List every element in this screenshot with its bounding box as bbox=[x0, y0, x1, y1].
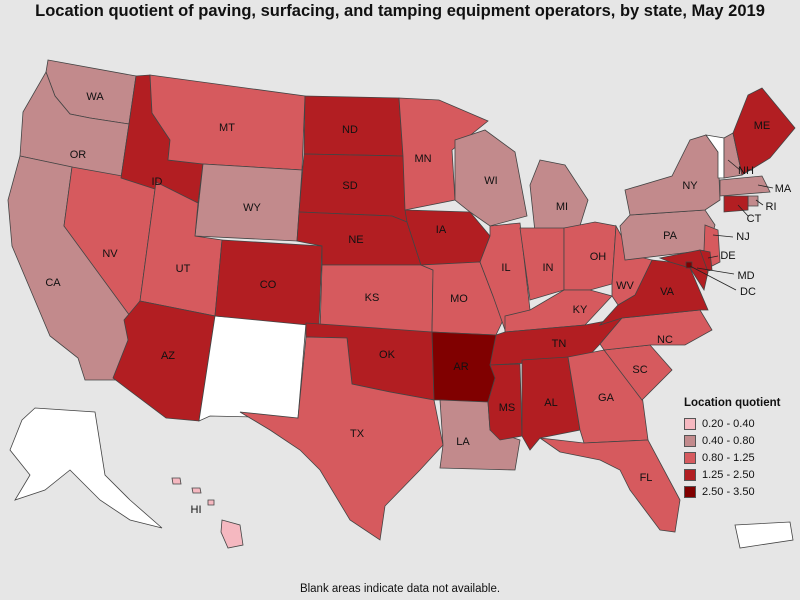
state-label-wi: WI bbox=[484, 175, 497, 187]
state-dc bbox=[685, 261, 693, 269]
state-label-md: MD bbox=[737, 270, 754, 282]
state-label-id: ID bbox=[152, 176, 163, 188]
state-label-or: OR bbox=[70, 149, 87, 161]
leader-line-ct bbox=[737, 204, 749, 217]
state-label-dc: DC bbox=[740, 286, 756, 298]
legend-swatch bbox=[684, 417, 696, 430]
state-label-wy: WY bbox=[243, 202, 261, 214]
state-label-wa: WA bbox=[86, 91, 104, 103]
legend-swatch bbox=[684, 485, 696, 498]
state-label-nv: NV bbox=[102, 248, 118, 260]
state-label-tn: TN bbox=[552, 338, 567, 350]
state-label-nj: NJ bbox=[736, 231, 749, 243]
leader-line-ri bbox=[755, 199, 764, 206]
state-label-ut: UT bbox=[176, 263, 191, 275]
state-wi bbox=[454, 129, 528, 227]
state-label-mi: MI bbox=[556, 201, 568, 213]
state-label-ar: AR bbox=[453, 361, 468, 373]
state-label-mt: MT bbox=[219, 122, 235, 134]
state-mn bbox=[398, 97, 489, 211]
state-label-nh: NH bbox=[738, 165, 754, 177]
state-pr bbox=[734, 521, 794, 549]
state-label-hi: HI bbox=[191, 504, 202, 516]
state-label-sd: SD bbox=[342, 180, 357, 192]
state-label-nd: ND bbox=[342, 124, 358, 136]
state-label-la: LA bbox=[456, 436, 470, 448]
state-fl bbox=[539, 437, 681, 533]
state-ct bbox=[723, 195, 749, 213]
state-label-ok: OK bbox=[379, 349, 396, 361]
leader-line-de bbox=[707, 255, 719, 259]
state-label-va: VA bbox=[660, 286, 675, 298]
state-label-ri: RI bbox=[766, 201, 777, 213]
legend-swatch bbox=[684, 434, 696, 447]
state-label-wv: WV bbox=[616, 280, 634, 292]
legend-label: 0.20 - 0.40 bbox=[702, 417, 755, 430]
legend-label: 1.25 - 2.50 bbox=[702, 468, 755, 481]
state-ri bbox=[747, 195, 759, 207]
state-ak bbox=[9, 407, 163, 529]
state-label-ga: GA bbox=[598, 392, 615, 404]
leader-line-dc bbox=[689, 265, 737, 291]
state-label-in: IN bbox=[543, 262, 554, 274]
legend-title: Location quotient bbox=[684, 397, 781, 409]
state-label-al: AL bbox=[544, 397, 557, 409]
map-title: Location quotient of paving, surfacing, … bbox=[35, 2, 765, 20]
legend-swatch bbox=[684, 468, 696, 481]
state-label-ma: MA bbox=[775, 183, 792, 195]
state-nm bbox=[198, 315, 307, 422]
state-label-sc: SC bbox=[632, 364, 647, 376]
legend-item: 2.50 - 3.50 bbox=[684, 483, 796, 500]
leader-line-md bbox=[696, 267, 735, 275]
state-label-ia: IA bbox=[436, 224, 447, 236]
state-label-tx: TX bbox=[350, 428, 365, 440]
state-hi bbox=[171, 477, 244, 549]
legend-item: 1.25 - 2.50 bbox=[684, 466, 796, 483]
legend-swatch bbox=[684, 451, 696, 464]
state-label-ne: NE bbox=[348, 234, 363, 246]
state-label-fl: FL bbox=[640, 472, 653, 484]
state-label-ky: KY bbox=[573, 304, 588, 316]
state-label-de: DE bbox=[720, 250, 735, 262]
state-vt bbox=[705, 134, 725, 179]
state-label-pa: PA bbox=[663, 230, 678, 242]
state-label-oh: OH bbox=[590, 251, 607, 263]
legend-item: 0.20 - 0.40 bbox=[684, 415, 796, 432]
state-label-ms: MS bbox=[499, 402, 516, 414]
state-md bbox=[658, 249, 709, 292]
state-label-ks: KS bbox=[365, 292, 380, 304]
leader-line-ma bbox=[757, 184, 774, 189]
state-me bbox=[732, 87, 796, 176]
legend-item: 0.80 - 1.25 bbox=[684, 449, 796, 466]
state-label-mo: MO bbox=[450, 293, 468, 305]
legend-label: 2.50 - 3.50 bbox=[702, 485, 755, 498]
state-label-az: AZ bbox=[161, 350, 175, 362]
state-label-ny: NY bbox=[682, 180, 698, 192]
footnote: Blank areas indicate data not available. bbox=[299, 583, 501, 595]
legend-label: 0.80 - 1.25 bbox=[702, 451, 755, 464]
state-label-me: ME bbox=[754, 120, 771, 132]
state-ms bbox=[487, 363, 523, 441]
state-label-ct: CT bbox=[747, 213, 762, 225]
state-label-il: IL bbox=[501, 262, 510, 274]
state-label-mn: MN bbox=[414, 153, 431, 165]
state-label-ca: CA bbox=[45, 277, 61, 289]
legend-label: 0.40 - 0.80 bbox=[702, 434, 755, 447]
leader-line-nj bbox=[712, 234, 734, 238]
legend-item: 0.40 - 0.80 bbox=[684, 432, 796, 449]
state-label-co: CO bbox=[260, 279, 277, 291]
state-tx bbox=[239, 336, 444, 541]
legend: Location quotient 0.20 - 0.40 0.40 - 0.80… bbox=[684, 397, 796, 500]
state-ma bbox=[719, 175, 771, 197]
state-label-nc: NC bbox=[657, 334, 673, 346]
state-wv bbox=[611, 224, 653, 306]
state-ny bbox=[624, 134, 721, 216]
state-mi bbox=[529, 159, 589, 233]
leader-line-nh bbox=[727, 159, 741, 171]
